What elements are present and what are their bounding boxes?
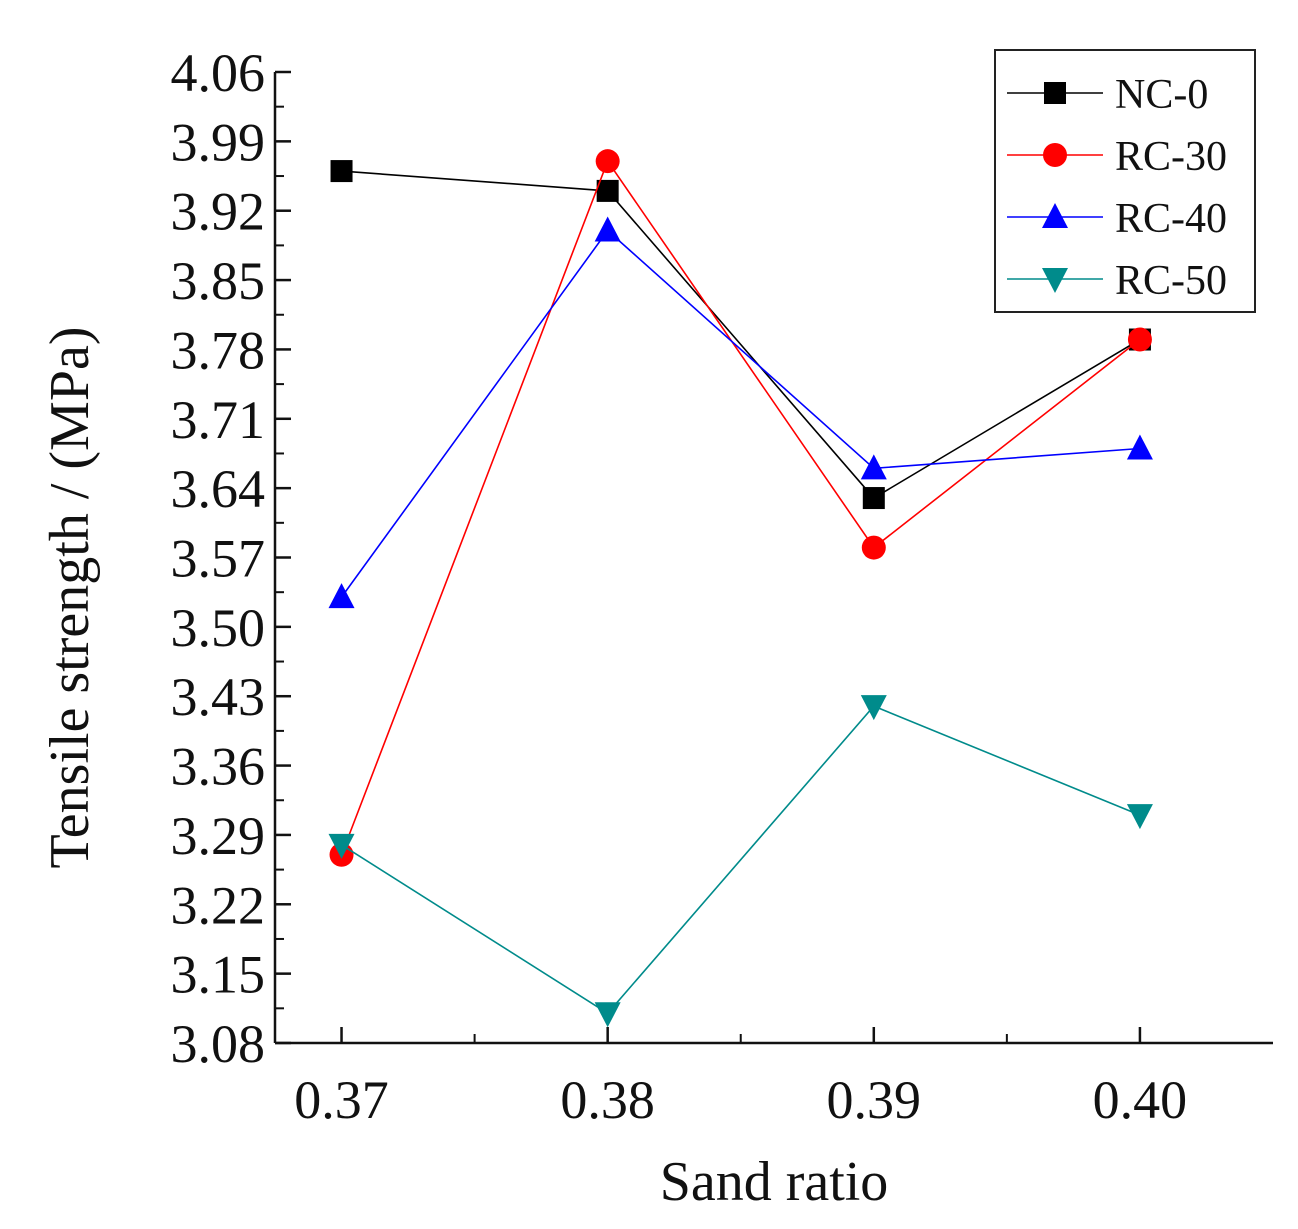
y-tick-label: 3.99	[171, 112, 266, 172]
series-line-nc-0	[341, 170, 1141, 500]
data-point-rc-50	[328, 833, 355, 859]
data-point-nc-0	[596, 179, 619, 202]
legend-label-nc-0: NC-0	[1115, 72, 1208, 118]
series-line-rc-40	[340, 229, 1140, 598]
y-tick-label: 3.78	[171, 320, 266, 380]
data-point-rc-40	[1126, 434, 1153, 460]
data-point-rc-50	[594, 1002, 621, 1028]
series-rc-50	[328, 695, 1153, 1028]
legend-marker-rc-50	[1042, 268, 1068, 293]
legend-label-rc-50: RC-50	[1115, 258, 1227, 304]
y-axis-ticks: 4.06 3.99 3.92 3.85 3.78 3.71 3.64 3.57 3.50 3.43…	[171, 43, 291, 1074]
data-point-nc-0	[862, 487, 885, 510]
x-tick-label: 0.40	[1093, 1070, 1188, 1130]
y-tick-label: 3.29	[171, 806, 266, 866]
legend-marker-rc-30	[1043, 143, 1067, 167]
y-tick-label: 3.57	[171, 529, 266, 589]
y-tick-label: 3.64	[171, 459, 266, 519]
x-tick-label: 0.38	[560, 1070, 655, 1130]
data-point-rc-40	[594, 216, 621, 242]
series-rc-30	[329, 149, 1152, 867]
y-tick-label: 3.43	[171, 667, 266, 727]
legend-marker-nc-0	[1044, 82, 1066, 104]
series-line-rc-50	[341, 705, 1141, 1015]
data-point-rc-50	[860, 695, 887, 721]
y-tick-label: 3.92	[171, 182, 266, 242]
series-line-rc-30	[340, 159, 1141, 856]
data-point-rc-40	[328, 583, 355, 609]
x-tick-label: 0.37	[294, 1070, 389, 1130]
y-tick-label: 3.71	[171, 390, 266, 450]
legend-label-rc-30: RC-30	[1115, 134, 1227, 180]
series-layer	[328, 149, 1153, 1028]
y-axis-title: Tensile strength / (MPa)	[39, 327, 101, 869]
x-axis-title: Sand ratio	[660, 1151, 889, 1213]
y-tick-label: 3.50	[171, 598, 266, 658]
y-tick-label: 3.15	[171, 945, 266, 1005]
x-tick-label: 0.39	[827, 1070, 922, 1130]
data-point-nc-0	[330, 160, 353, 183]
data-point-rc-30	[1127, 327, 1152, 352]
y-tick-label: 3.85	[171, 251, 266, 311]
data-point-rc-40	[860, 454, 887, 480]
data-point-rc-30	[861, 535, 886, 560]
x-axis-ticks: 0.37 0.38 0.39 0.40	[294, 1027, 1187, 1130]
y-tick-label: 3.22	[171, 875, 266, 935]
legend: NC-0 RC-30 RC-40 RC-50	[994, 49, 1256, 313]
y-tick-label: 3.08	[171, 1014, 266, 1074]
series-rc-40	[328, 216, 1153, 609]
legend-marker-rc-40	[1042, 203, 1068, 228]
y-tick-label: 4.06	[171, 43, 266, 103]
data-point-rc-50	[1126, 804, 1153, 830]
legend-label-rc-40: RC-40	[1115, 196, 1227, 242]
y-tick-label: 3.36	[171, 737, 266, 797]
data-point-rc-30	[595, 149, 620, 174]
